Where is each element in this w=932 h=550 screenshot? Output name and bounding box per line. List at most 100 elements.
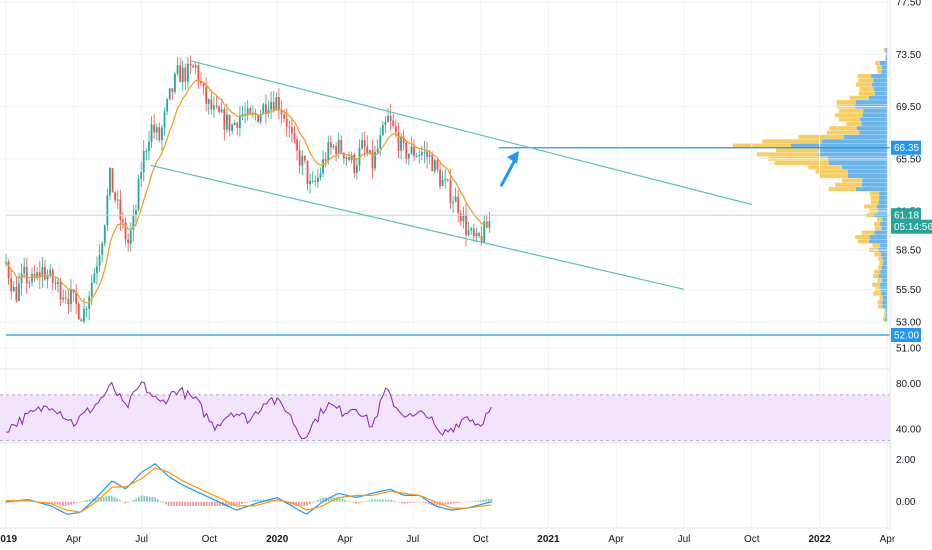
candle-body (392, 120, 395, 127)
macd-histogram-bar (406, 501, 409, 504)
price-tick-label: 58.50 (896, 246, 921, 257)
candle-body (415, 156, 418, 158)
macd-histogram-bar (382, 499, 384, 502)
candle-body (150, 124, 153, 142)
candle-body (223, 109, 226, 130)
macd-histogram-bar (124, 501, 127, 504)
volume-profile-bar (874, 230, 888, 235)
volume-profile-bar (874, 252, 881, 257)
volume-profile-bar (857, 239, 870, 244)
candle-body (280, 110, 283, 115)
candle-body (259, 113, 262, 122)
time-axis[interactable]: 2019 Apr Jul Oct 2020 Apr Jul Oct 2021 Apr Jul Oct 2… (0, 534, 896, 545)
volume-profile-bar (877, 69, 882, 74)
rsi-pane[interactable] (0, 381, 890, 442)
price-tag-box (891, 328, 921, 342)
macd-histogram-bar (322, 497, 325, 502)
volume-profile-bar (855, 100, 888, 105)
candle-body (249, 108, 252, 114)
horizontal-lines[interactable] (6, 147, 890, 336)
price-gridlines (0, 0, 890, 528)
volume-profile-bar (819, 147, 888, 152)
macd-histogram-bar (156, 499, 159, 502)
volume-profile-bar (839, 108, 864, 113)
macd-histogram-bar (414, 501, 417, 503)
volume-profile-bar (861, 182, 888, 187)
candle-body (158, 127, 161, 141)
volume-profile-bar (835, 182, 862, 187)
candle-body (70, 289, 72, 305)
candle-body (25, 266, 28, 284)
price-axis[interactable]: 82.5077.5073.5069.5065.5061.5058.5055.50… (896, 0, 921, 355)
candle-body (96, 266, 98, 274)
candle-body (166, 99, 169, 112)
candle-body (106, 195, 109, 226)
macd-histogram-bar (257, 499, 260, 502)
candle-body (306, 160, 309, 184)
candle-body (83, 308, 85, 322)
macd-histogram-bar (67, 501, 70, 506)
candle-body (472, 228, 475, 237)
volume-profile-bar (879, 60, 888, 65)
volume-profile-bar (880, 221, 888, 226)
candle-body (176, 65, 179, 74)
volume-profile-bar (879, 191, 888, 196)
candle-body (218, 106, 221, 113)
macd-histogram-bar (194, 501, 197, 506)
candle-body (322, 159, 324, 174)
volume-profile-bar (882, 300, 888, 305)
volume-profile-bar (877, 217, 883, 222)
volume-profile-bar (869, 191, 880, 196)
candle-body (28, 282, 31, 284)
candle-body (405, 142, 408, 159)
candle-body (179, 65, 182, 83)
time-tick-label: Apr (608, 534, 624, 545)
time-tick-label: 2021 (537, 534, 560, 545)
trend-channel[interactable] (150, 60, 752, 290)
macd-histogram-bar (490, 498, 493, 502)
volume-profile-bar (859, 130, 888, 135)
candle-body (220, 109, 223, 113)
macd-histogram-bar (86, 499, 89, 502)
time-tick-label: 2022 (808, 534, 831, 545)
macd-histogram-bar (178, 501, 181, 506)
candle-body (309, 181, 311, 184)
time-tick-label: Oct (473, 534, 489, 545)
candle-body (36, 272, 39, 279)
price-tag-box (891, 219, 932, 234)
volume-profile-bar (756, 152, 819, 157)
macd-histogram-bar (401, 501, 403, 504)
macd-histogram-bar (75, 501, 78, 503)
volume-profile-bar (841, 178, 863, 183)
candle-body (111, 168, 114, 193)
macd-histogram-bar (148, 496, 151, 502)
macd-histogram-bar (146, 496, 148, 502)
candle-body (423, 151, 426, 153)
macd-pane[interactable] (5, 463, 493, 515)
candle-body (277, 97, 280, 111)
volume-profile-bar (878, 200, 888, 205)
volume-profile-bar (855, 82, 873, 87)
macd-histogram-bar (452, 501, 455, 504)
macd-histogram-bar (102, 496, 105, 502)
macd-histogram-bar (249, 501, 251, 502)
volume-profile-bar (878, 256, 883, 261)
candle-body (275, 97, 278, 111)
volume-profile-bar (847, 174, 888, 179)
price-pane[interactable] (0, 0, 890, 528)
candle-body (233, 122, 236, 125)
volume-profile-bar (881, 65, 888, 70)
macd-histogram-bar (243, 501, 246, 504)
macd-histogram-bar (18, 501, 21, 503)
candle-body (192, 65, 195, 68)
volume-profile-bar (836, 100, 856, 105)
macd-histogram-bar (479, 500, 482, 502)
volume-profile-bar (808, 165, 843, 170)
breakout-arrow[interactable] (499, 150, 520, 187)
volume-profile-bar (882, 317, 886, 322)
candle-body (41, 267, 44, 278)
candle-body (428, 154, 431, 157)
candle-body (228, 114, 231, 131)
macd-histogram-bar (21, 501, 24, 502)
